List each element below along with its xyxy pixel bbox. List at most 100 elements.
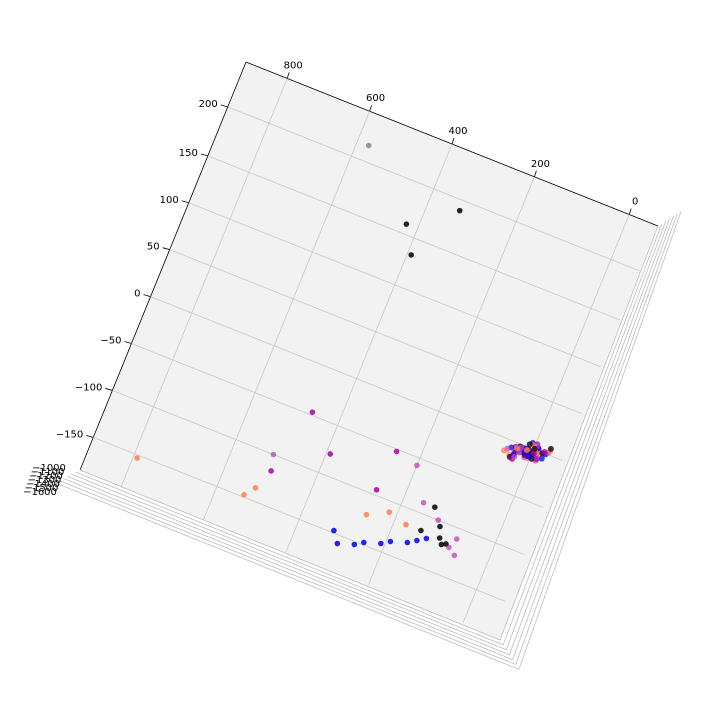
back-pane <box>80 62 658 640</box>
bottom-pane-edge <box>79 469 501 641</box>
bottom-pane-edge <box>67 475 510 656</box>
cluster-point <box>541 448 548 455</box>
bottom-pane-edge <box>58 480 516 665</box>
cluster-point <box>530 450 537 457</box>
x-tick <box>628 208 632 215</box>
data-point <box>438 541 445 548</box>
side-pane-edge <box>505 220 667 650</box>
bottom-pane-edge <box>54 482 520 670</box>
y-tick <box>200 153 208 157</box>
data-point <box>404 539 411 546</box>
y-tick-label: 100 <box>160 195 179 206</box>
y-tick <box>143 294 151 297</box>
cluster-point <box>523 447 530 454</box>
side-panes <box>54 211 682 670</box>
x-tick-label: 400 <box>448 126 467 137</box>
y-tick <box>86 434 94 438</box>
data-point <box>437 523 443 530</box>
data-point <box>361 539 367 546</box>
y-gridline <box>150 296 563 461</box>
data-point <box>408 252 415 258</box>
x-tick <box>286 72 290 79</box>
tick-labels: 800 600 400 200 0 200 150 100 50 0 −50 −100 −150 −160… <box>23 60 638 498</box>
data-points <box>134 142 554 559</box>
cluster-point <box>526 441 533 448</box>
x-gridline <box>285 143 453 553</box>
data-point <box>331 527 337 534</box>
data-point <box>241 492 247 498</box>
z-tick-label: −1600 <box>23 487 57 498</box>
x-tick <box>451 137 455 145</box>
x-tick <box>534 170 537 177</box>
data-point <box>436 535 443 541</box>
data-point <box>373 486 380 493</box>
x-tick-label: 600 <box>366 93 385 104</box>
tick-marks <box>86 72 632 438</box>
data-point <box>327 451 334 457</box>
x-tick-label: 800 <box>284 60 303 71</box>
x-gridline <box>462 214 630 623</box>
y-tick-label: 150 <box>179 148 198 159</box>
x-tick <box>369 105 372 112</box>
data-point <box>363 511 370 518</box>
x-gridline <box>120 78 288 487</box>
bottom-pane-edge <box>75 471 504 646</box>
data-point <box>451 552 458 559</box>
data-point <box>456 207 463 214</box>
side-pane-edge <box>499 225 659 641</box>
z-tick-label: −1300 <box>28 475 62 486</box>
data-point <box>432 504 438 510</box>
y-gridline <box>188 202 601 368</box>
data-point <box>446 544 452 551</box>
bottom-pane-edge <box>63 478 513 660</box>
y-tick <box>124 341 132 344</box>
y-gridline <box>169 249 582 415</box>
cluster-point <box>531 445 538 452</box>
y-tick <box>181 200 189 204</box>
y-gridline <box>227 106 640 272</box>
data-point <box>420 499 427 506</box>
data-point <box>414 537 420 544</box>
dense-cluster <box>501 440 554 464</box>
z-tick-label: −1200 <box>29 471 63 482</box>
y-gridline <box>93 436 506 602</box>
data-point <box>268 468 274 474</box>
y-tick-label: 0 <box>134 289 140 300</box>
y-tick <box>105 388 113 391</box>
data-point <box>386 509 393 515</box>
data-point <box>334 540 341 547</box>
z-tick-label: −1400 <box>26 479 60 490</box>
data-point <box>418 527 424 534</box>
z-tick-label: −1100 <box>31 467 65 478</box>
cluster-point <box>511 453 518 460</box>
data-point <box>403 521 409 528</box>
gridlines <box>93 78 640 623</box>
side-pane-edge <box>512 216 674 660</box>
side-pane-edge <box>509 218 670 655</box>
x-gridline <box>368 176 535 585</box>
cluster-point <box>501 447 508 454</box>
side-pane-edge <box>515 213 678 665</box>
y-tick <box>162 247 170 251</box>
x-gridline <box>203 111 370 520</box>
data-point <box>393 448 400 455</box>
y-tick-label: 50 <box>147 242 160 253</box>
data-point <box>365 142 372 149</box>
y-tick-label: 200 <box>199 99 218 110</box>
data-point <box>435 517 442 523</box>
data-point <box>309 409 316 415</box>
side-pane-edge <box>518 211 682 670</box>
y-tick-label: −150 <box>56 429 83 440</box>
z-tick-label: −1000 <box>32 463 66 474</box>
y-tick <box>220 104 228 108</box>
data-point <box>351 541 358 548</box>
data-point <box>414 462 420 469</box>
cluster-point <box>547 445 554 452</box>
x-tick-label: 0 <box>632 197 638 208</box>
z-tick-label: −1500 <box>25 483 59 494</box>
data-point <box>134 455 140 461</box>
y-axis-line <box>79 61 247 471</box>
data-point <box>387 538 394 545</box>
y-gridline <box>131 343 544 508</box>
